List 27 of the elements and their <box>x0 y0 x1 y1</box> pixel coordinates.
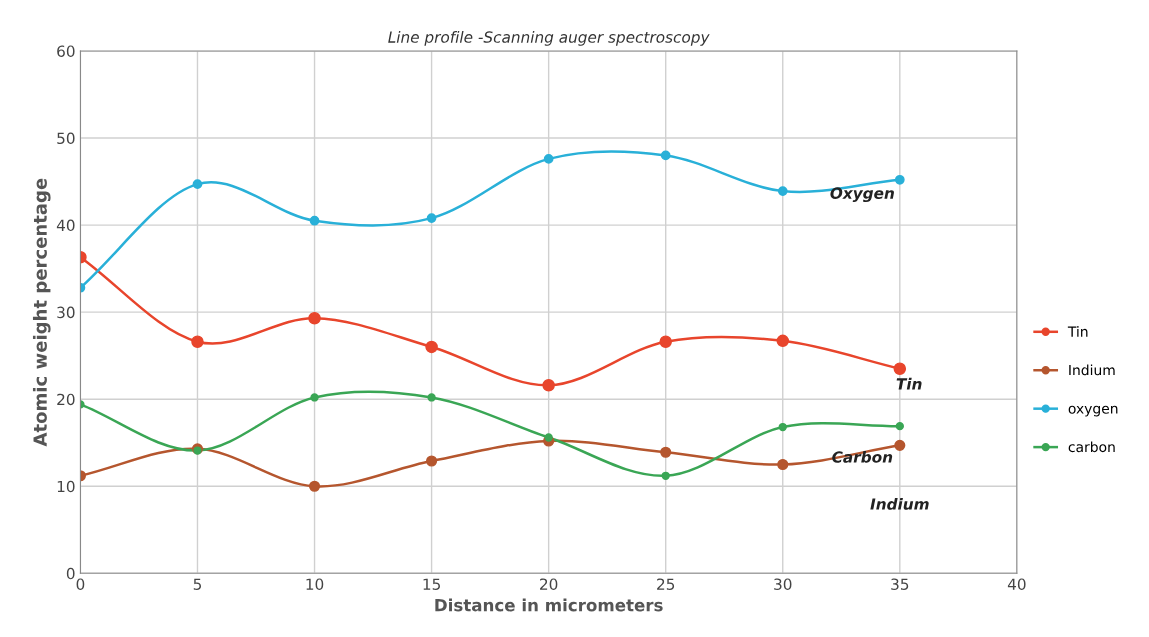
x-tick-label: 15 <box>423 578 440 590</box>
legend-label: carbon <box>1068 441 1115 453</box>
x-tick-label: 35 <box>891 578 909 590</box>
x-tick-label: 0 <box>76 578 85 590</box>
y-tick-label: 60 <box>57 45 75 57</box>
y-tick-label: 20 <box>57 393 75 406</box>
chart-title: Line profile -Scanning auger spectroscopy <box>388 31 710 46</box>
y-tick-label: 50 <box>57 132 75 145</box>
y-axis-title: Atomic weight percentage <box>32 178 51 447</box>
x-tick-label: 30 <box>774 578 792 590</box>
x-tick-label: 40 <box>1007 578 1026 590</box>
x-tick-label: 25 <box>657 578 675 590</box>
annotation: Carbon <box>832 450 893 463</box>
legend-label: Indium <box>1069 364 1115 376</box>
annotation: Oxygen <box>830 187 894 202</box>
y-tick-label: 10 <box>57 480 75 493</box>
x-tick-label: 5 <box>193 578 202 590</box>
y-tick-label: 0 <box>66 567 75 580</box>
x-tick-label: 20 <box>540 578 558 590</box>
y-tick-label: 40 <box>56 219 75 232</box>
annotation: Tin <box>896 377 922 390</box>
legend-label: Tin <box>1067 326 1088 337</box>
x-tick-label: 10 <box>306 578 324 590</box>
x-axis-title: Distance in micrometers <box>435 598 663 612</box>
y-tick-label: 30 <box>57 306 75 319</box>
legend-label: oxygen <box>1068 405 1118 417</box>
annotation: Indium <box>870 498 929 510</box>
